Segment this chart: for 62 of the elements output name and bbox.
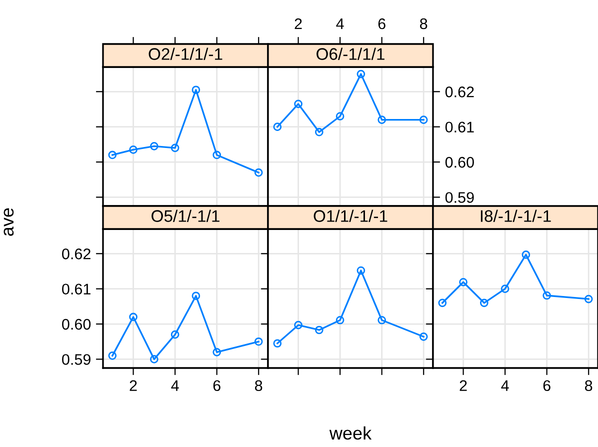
x-tick-label: 8 [585, 380, 592, 392]
x-axis-title: week [329, 426, 372, 440]
chart-title: O2/-1/1/-1 [148, 48, 222, 60]
point [150, 355, 158, 364]
y-axis-title: ave [4, 208, 14, 236]
x-tick-label: 2 [294, 18, 302, 30]
point [294, 320, 302, 330]
point [108, 150, 117, 160]
x-tick-label: 6 [543, 380, 550, 392]
x-tick-label: 6 [378, 18, 386, 30]
point [212, 150, 221, 160]
y-tick-label: 0.60 [445, 156, 474, 168]
y-tick-label: 0.59 [62, 354, 90, 365]
point [273, 339, 282, 348]
point [500, 284, 510, 293]
point [294, 100, 302, 108]
point [459, 278, 468, 286]
chart-title: O6/-1/1/1 [316, 48, 384, 60]
point [273, 122, 282, 131]
point [542, 291, 551, 300]
x-tick-label: 8 [255, 380, 262, 392]
point [212, 348, 221, 356]
y-tick-label: 0.61 [445, 122, 474, 133]
point [170, 330, 180, 339]
y-tick-label: 0.61 [62, 284, 90, 295]
point [315, 326, 324, 334]
point [315, 128, 324, 136]
point [129, 146, 138, 154]
point [254, 168, 263, 177]
chart-title: O5/1/-1/1 [152, 210, 220, 222]
y-tick-label: 0.60 [62, 318, 91, 330]
point [356, 70, 366, 78]
x-tick-label: 4 [171, 380, 179, 391]
point [108, 352, 117, 360]
x-tick-label: 2 [460, 380, 467, 391]
y-tick-label: 0.59 [445, 192, 474, 203]
point [480, 298, 488, 308]
point [192, 292, 200, 300]
point [378, 116, 386, 124]
x-tick-label: 6 [213, 380, 220, 392]
y-tick-label: 0.62 [445, 86, 474, 98]
point [438, 298, 447, 308]
point [419, 332, 428, 341]
y-tick-label: 0.62 [62, 248, 90, 260]
chart-title: I8/-1/-1/-1 [480, 210, 551, 222]
point [522, 250, 530, 259]
x-tick-label: 2 [130, 380, 137, 391]
point [254, 337, 263, 346]
x-tick-label: 4 [336, 18, 344, 30]
point [150, 142, 158, 150]
point [336, 112, 344, 120]
x-tick-label: 8 [420, 18, 428, 30]
x-tick-label: 4 [501, 380, 509, 391]
point [336, 316, 344, 324]
point [419, 116, 428, 124]
point [129, 312, 138, 322]
point [378, 316, 386, 324]
chart-title: O1/1/-1/-1 [314, 210, 388, 222]
point [170, 144, 180, 152]
point [584, 294, 593, 304]
point [192, 86, 200, 94]
point [356, 266, 366, 275]
